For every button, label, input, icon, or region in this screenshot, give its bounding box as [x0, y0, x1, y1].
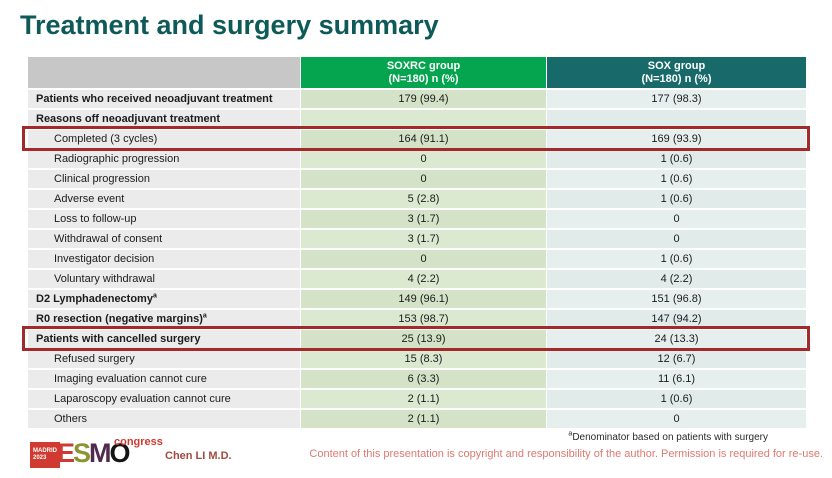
soxrc-value: 179 (99.4) — [301, 90, 546, 108]
soxrc-value: 6 (3.3) — [301, 370, 546, 388]
sox-value: 12 (6.7) — [547, 350, 806, 368]
row-label: Loss to follow-up — [28, 210, 300, 228]
table-row: Withdrawal of consent 3 (1.7) 0 — [28, 230, 806, 248]
sox-value: 0 — [547, 210, 806, 228]
row-label: Patients with cancelled surgery — [28, 330, 300, 348]
soxrc-value: 0 — [301, 250, 546, 268]
sox-value: 1 (0.6) — [547, 390, 806, 408]
sox-value: 1 (0.6) — [547, 250, 806, 268]
badge-city: MADRID — [33, 448, 57, 454]
row-label: Radiographic progression — [28, 150, 300, 168]
table-row: Patients with cancelled surgery 25 (13.9… — [22, 326, 810, 351]
esmo-letter-m: M — [89, 438, 111, 468]
soxrc-value: 3 (1.7) — [301, 230, 546, 248]
soxrc-value: 2 (1.1) — [301, 390, 546, 408]
row-label: Investigator decision — [28, 250, 300, 268]
esmo-letter-s: S — [73, 438, 91, 468]
row-label: Voluntary withdrawal — [28, 270, 300, 288]
sox-value: 11 (6.1) — [547, 370, 806, 388]
footnote-text: Denominator based on patients with surge… — [572, 432, 768, 443]
table-row: R0 resection (negative margins)a 153 (98… — [28, 310, 806, 328]
sox-value: 0 — [547, 410, 806, 428]
footnote-superscript: a — [568, 430, 573, 438]
table-row: Investigator decision 0 1 (0.6) — [28, 250, 806, 268]
badge-year: 2023 — [33, 455, 47, 461]
soxrc-value: 0 — [301, 170, 546, 188]
table-row: Adverse event 5 (2.8) 1 (0.6) — [28, 190, 806, 208]
soxrc-value — [301, 110, 546, 128]
table-row: D2 Lymphadenectomya 149 (96.1) 151 (96.8… — [28, 290, 806, 308]
table-body: Patients who received neoadjuvant treatm… — [22, 90, 810, 428]
table-row: Others 2 (1.1) 0 — [28, 410, 806, 428]
esmo-letter-e: E — [57, 438, 75, 468]
sox-value: 151 (96.8) — [547, 290, 806, 308]
congress-label: congress — [114, 436, 163, 448]
table-row: Imaging evaluation cannot cure 6 (3.3) 1… — [28, 370, 806, 388]
soxrc-group-sublabel: (N=180) n (%) — [388, 72, 459, 85]
row-label: Laparoscopy evaluation cannot cure — [28, 390, 300, 408]
sox-value — [547, 110, 806, 128]
sox-group-sublabel: (N=180) n (%) — [641, 72, 712, 85]
table-header-row: SOXRC group (N=180) n (%) SOX group (N=1… — [28, 57, 806, 88]
sox-value: 1 (0.6) — [547, 170, 806, 188]
soxrc-value: 4 (2.2) — [301, 270, 546, 288]
table-row: Patients who received neoadjuvant treatm… — [28, 90, 806, 108]
soxrc-value: 149 (96.1) — [301, 290, 546, 308]
soxrc-value: 164 (91.1) — [301, 130, 546, 148]
soxrc-value: 25 (13.9) — [301, 330, 546, 348]
madrid-2023-badge: MADRID 2023 — [30, 442, 60, 468]
table-row: Completed (3 cycles) 164 (91.1) 169 (93.… — [22, 126, 810, 151]
table-row: Refused surgery 15 (8.3) 12 (6.7) — [28, 350, 806, 368]
row-label: Withdrawal of consent — [28, 230, 300, 248]
soxrc-value: 0 — [301, 150, 546, 168]
sox-group-label: SOX group — [647, 59, 706, 72]
page-title: Treatment and surgery summary — [20, 10, 439, 40]
soxrc-value: 5 (2.8) — [301, 190, 546, 208]
esmo-congress-logo: MADRID 2023 ESMO congress — [30, 436, 163, 474]
row-label: D2 Lymphadenectomya — [28, 290, 300, 308]
soxrc-value: 3 (1.7) — [301, 210, 546, 228]
sox-group-header: SOX group (N=180) n (%) — [547, 57, 806, 88]
table-row: Clinical progression 0 1 (0.6) — [28, 170, 806, 188]
soxrc-value: 15 (8.3) — [301, 350, 546, 368]
summary-table: SOXRC group (N=180) n (%) SOX group (N=1… — [22, 57, 810, 430]
table-footnote: aDenominator based on patients with surg… — [568, 430, 768, 443]
table-row: Radiographic progression 0 1 (0.6) — [28, 150, 806, 168]
empty-header-cell — [28, 57, 300, 88]
row-label: Completed (3 cycles) — [28, 130, 300, 148]
row-label: Others — [28, 410, 300, 428]
soxrc-group-header: SOXRC group (N=180) n (%) — [301, 57, 546, 88]
presenter-name: Chen LI M.D. — [165, 450, 232, 462]
sox-value: 0 — [547, 230, 806, 248]
sox-value: 147 (94.2) — [547, 310, 806, 328]
sox-value: 169 (93.9) — [547, 130, 806, 148]
sox-value: 1 (0.6) — [547, 190, 806, 208]
row-label: R0 resection (negative margins)a — [28, 310, 300, 328]
row-label: Patients who received neoadjuvant treatm… — [28, 90, 300, 108]
sox-value: 177 (98.3) — [547, 90, 806, 108]
soxrc-value: 2 (1.1) — [301, 410, 546, 428]
row-label: Clinical progression — [28, 170, 300, 188]
row-label: Imaging evaluation cannot cure — [28, 370, 300, 388]
copyright-notice: Content of this presentation is copyrigh… — [309, 448, 823, 460]
sox-value: 24 (13.3) — [547, 330, 806, 348]
soxrc-value: 153 (98.7) — [301, 310, 546, 328]
soxrc-group-label: SOXRC group — [386, 59, 461, 72]
table-row: Reasons off neoadjuvant treatment — [28, 110, 806, 128]
sox-value: 4 (2.2) — [547, 270, 806, 288]
esmo-letter-o: O — [109, 438, 131, 468]
table-row: Laparoscopy evaluation cannot cure 2 (1.… — [28, 390, 806, 408]
table-row: Loss to follow-up 3 (1.7) 0 — [28, 210, 806, 228]
row-label: Refused surgery — [28, 350, 300, 368]
row-label: Adverse event — [28, 190, 300, 208]
sox-value: 1 (0.6) — [547, 150, 806, 168]
row-label: Reasons off neoadjuvant treatment — [28, 110, 300, 128]
esmo-wordmark: ESMO — [57, 438, 131, 468]
table-row: Voluntary withdrawal 4 (2.2) 4 (2.2) — [28, 270, 806, 288]
